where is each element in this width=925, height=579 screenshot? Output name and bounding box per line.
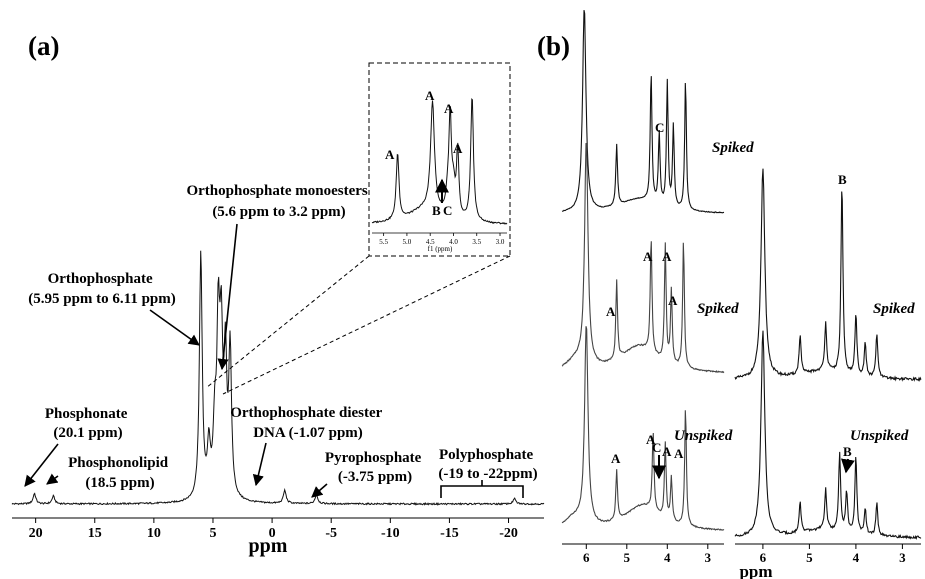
annotation-phosphonate-line1: Phosphonate xyxy=(45,406,128,422)
inset-tick-label: 5.0 xyxy=(403,238,412,246)
annotation-pyrophosphate: Pyrophosphate (-3.75 ppm) xyxy=(325,450,425,485)
panel-a-ticks: 20 15 10 5 0 -5 -10 -15 -20 xyxy=(29,518,518,541)
label-unspiked-right: Unspiked xyxy=(850,428,909,444)
annotation-diester-line1: Orthophosphate diester xyxy=(230,405,382,421)
panel-b-trace-spiked-a xyxy=(561,142,725,374)
inset-spectrum-trace xyxy=(371,98,508,225)
panel-a-tick-label: 15 xyxy=(88,526,102,541)
panel-a-tick-label: 5 xyxy=(209,526,216,541)
panel-b-tick-label: 5 xyxy=(806,550,813,565)
annotation-pyrophosphate-line1: Pyrophosphate xyxy=(325,450,422,466)
annotation-phosphonate: Phosphonate (20.1 ppm) xyxy=(45,406,131,441)
panel-b-x-label: ppm xyxy=(739,562,772,579)
inset-tick-label: 4.0 xyxy=(449,238,458,246)
inset-tick-label: 3.0 xyxy=(496,238,505,246)
panel-b-tick-label: 5 xyxy=(624,550,631,565)
label-spiked-top-left: Spiked xyxy=(712,140,754,156)
peak-label-a: A xyxy=(662,249,672,264)
annotation-polyphosphate-line2: (-19 to -22ppm) xyxy=(438,466,537,482)
annotation-polyphosphate-line1: Polyphosphate xyxy=(439,447,534,463)
inset-ticks: 5.5 5.0 4.5 4.0 3.5 3.0 xyxy=(379,233,505,246)
inset-peak-label-a: A xyxy=(425,88,435,103)
panel-a-spectrum-trace xyxy=(11,250,545,506)
annotation-orthophosphate-line1: Orthophosphate xyxy=(48,271,153,287)
annotation-monoesters-line1: Orthophosphate monoesters xyxy=(186,183,367,199)
peak-label-c: C xyxy=(655,120,664,135)
phosphonate-arrow xyxy=(24,443,59,487)
peak-label-b: B xyxy=(843,444,852,459)
panel-a-tick-label: 20 xyxy=(29,526,43,541)
peak-label-a: A xyxy=(643,249,653,264)
panel-b-trace-unspiked-right xyxy=(734,330,922,540)
panel-b-trace-spiked-b xyxy=(734,168,922,382)
panel-b-tick-label: 6 xyxy=(583,550,590,565)
peak-label-a: A xyxy=(606,304,616,319)
polyphosphate-bracket xyxy=(440,480,524,498)
peak-label-a: A xyxy=(668,293,678,308)
inset-tick-label: 4.5 xyxy=(426,238,435,246)
inset-tick-label: 5.5 xyxy=(379,238,388,246)
pyrophosphate-arrow xyxy=(311,483,328,498)
panel-a-tick-label: -20 xyxy=(499,526,518,541)
panel-a-tick-label: -15 xyxy=(440,526,459,541)
annotation-phosphonolipid-line1: Phosphonolipid xyxy=(68,455,169,471)
annotation-diester: Orthophosphate diester DNA (-1.07 ppm) xyxy=(230,405,386,441)
inset-tick-label: 3.5 xyxy=(472,238,481,246)
inset-peak-label-c: C xyxy=(443,203,452,218)
panel-a-x-label: ppm xyxy=(249,535,288,557)
annotation-phosphonolipid: Phosphonolipid (18.5 ppm) xyxy=(68,455,172,491)
diester-arrow xyxy=(252,442,267,487)
inset-peak-label-a: A xyxy=(453,141,463,156)
annotation-diester-line2: DNA (-1.07 ppm) xyxy=(253,425,363,441)
panel-a-tick-label: -10 xyxy=(381,526,400,541)
panel-b-tick-label: 4 xyxy=(664,550,671,565)
panel-a: (a) 20 15 10 5 0 -5 -10 -15 -20 ppm Phosphonate … xyxy=(11,31,545,557)
inset-peak-label-a: A xyxy=(385,147,395,162)
panel-b-tick-label: 3 xyxy=(705,550,712,565)
peak-label-a: A xyxy=(646,432,656,447)
panel-b-tick-label: 3 xyxy=(899,550,906,565)
peak-label-a: A xyxy=(611,451,621,466)
annotation-monoesters-line2: (5.6 ppm to 3.2 ppm) xyxy=(212,204,345,220)
annotation-monoesters: Orthophosphate monoesters (5.6 ppm to 3.… xyxy=(186,183,371,220)
inset-box xyxy=(368,62,511,257)
peak-label-a: A xyxy=(674,446,684,461)
panel-b-trace-unspiked-left xyxy=(561,326,725,531)
peak-label-b: B xyxy=(838,172,847,187)
label-spiked-mid-left: Spiked xyxy=(697,301,739,317)
inset-axis-label: f1 (ppm) xyxy=(428,245,453,253)
peak-label-a: A xyxy=(662,444,672,459)
peak-label-c: C xyxy=(652,440,661,455)
inset-zoom-line-right xyxy=(222,255,511,395)
inset-peak-label-b: B xyxy=(432,203,441,218)
annotation-orthophosphate: Orthophosphate (5.95 ppm to 6.11 ppm) xyxy=(28,271,176,307)
orthophosphate-arrow xyxy=(149,309,200,346)
monoesters-arrow xyxy=(217,223,238,371)
panel-b-tick-label: 6 xyxy=(760,550,767,565)
panel-b-label: (b) xyxy=(537,31,570,61)
panel-a-tick-label: 0 xyxy=(269,526,276,541)
label-unspiked-left: Unspiked xyxy=(674,428,733,444)
annotation-polyphosphate: Polyphosphate (-19 to -22ppm) xyxy=(438,447,537,482)
peak-b-arrow xyxy=(840,458,855,474)
inset-peak-labels: A A A A B C xyxy=(385,88,463,218)
panel-a-tick-label: 10 xyxy=(147,526,161,541)
annotation-phosphonate-line2: (20.1 ppm) xyxy=(53,425,122,441)
panel-a-tick-label: -5 xyxy=(325,526,337,541)
inset-peak-label-a: A xyxy=(444,101,454,116)
label-spiked-right: Spiked xyxy=(873,301,915,317)
annotation-pyrophosphate-line2: (-3.75 ppm) xyxy=(338,469,412,485)
panel-b-ticks: 6 5 4 3 6 5 4 3 xyxy=(583,544,906,565)
phosphonolipid-arrow xyxy=(46,473,59,485)
panel-b-trace-spiked-c xyxy=(561,9,725,214)
annotation-phosphonolipid-line2: (18.5 ppm) xyxy=(85,475,154,491)
panel-b-tick-label: 4 xyxy=(853,550,860,565)
panel-a-label: (a) xyxy=(28,31,59,61)
annotation-orthophosphate-line2: (5.95 ppm to 6.11 ppm) xyxy=(28,291,176,307)
panel-b: (b) Spiked Spiked Unspiked Spiked Unspik… xyxy=(537,9,922,579)
inset-zoom-line-left xyxy=(205,255,370,389)
